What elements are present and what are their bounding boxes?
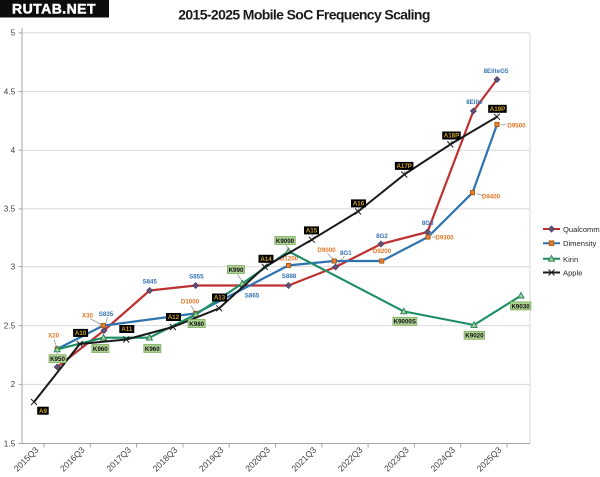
svg-text:S865: S865: [245, 293, 260, 300]
svg-text:RUTAB.NET: RUTAB.NET: [12, 1, 96, 17]
svg-text:4: 4: [11, 146, 16, 155]
svg-text:A17P: A17P: [396, 163, 411, 170]
svg-text:A10: A10: [75, 330, 87, 337]
svg-text:K950: K950: [50, 356, 65, 363]
svg-text:2015-2025 Mobile SoC Frequency: 2015-2025 Mobile SoC Frequency Scaling: [178, 6, 430, 22]
svg-text:X20: X20: [48, 332, 60, 339]
svg-text:A16: A16: [353, 201, 365, 208]
svg-text:D9200: D9200: [373, 248, 392, 255]
svg-text:D1200: D1200: [280, 255, 299, 262]
svg-text:A12: A12: [168, 314, 180, 321]
svg-text:8G3: 8G3: [422, 220, 434, 227]
svg-text:S888: S888: [282, 273, 297, 280]
svg-text:A11: A11: [121, 326, 133, 333]
svg-text:X30: X30: [82, 312, 94, 319]
svg-text:A18P: A18P: [444, 133, 459, 140]
svg-text:K990: K990: [229, 267, 244, 274]
svg-text:3: 3: [11, 262, 16, 271]
svg-text:4.5: 4.5: [4, 87, 16, 96]
svg-text:D1000: D1000: [181, 298, 200, 305]
svg-text:D9300: D9300: [435, 234, 454, 241]
svg-text:A9: A9: [39, 408, 47, 415]
svg-text:K960: K960: [145, 346, 160, 353]
svg-text:K9000: K9000: [276, 238, 295, 245]
svg-text:Dimensity: Dimensity: [563, 239, 597, 248]
svg-text:8G1: 8G1: [340, 250, 352, 257]
svg-text:K9000S: K9000S: [394, 319, 416, 326]
svg-text:S845: S845: [142, 278, 157, 285]
svg-text:K960: K960: [93, 346, 108, 353]
svg-text:D9500: D9500: [507, 122, 526, 129]
svg-text:1.5: 1.5: [4, 439, 16, 448]
svg-text:A15: A15: [306, 228, 318, 235]
svg-text:D9400: D9400: [482, 194, 501, 201]
svg-text:S835: S835: [99, 311, 114, 318]
svg-text:2.5: 2.5: [4, 321, 16, 330]
svg-text:K980: K980: [189, 321, 204, 328]
svg-text:Apple: Apple: [563, 269, 582, 278]
svg-text:5: 5: [11, 29, 16, 38]
svg-text:2: 2: [11, 380, 16, 389]
svg-text:Kirin: Kirin: [563, 255, 578, 264]
svg-text:K9020: K9020: [465, 333, 484, 340]
svg-text:8G2: 8G2: [376, 233, 388, 240]
svg-text:S855: S855: [189, 274, 204, 281]
svg-text:Qualcomm: Qualcomm: [563, 225, 600, 234]
svg-text:D9000: D9000: [317, 247, 336, 254]
svg-text:3.5: 3.5: [4, 205, 16, 214]
svg-text:8Elite: 8Elite: [466, 99, 483, 106]
svg-text:A13: A13: [214, 295, 226, 302]
svg-text:8EliteG5: 8EliteG5: [484, 68, 509, 75]
svg-text:A14: A14: [260, 256, 272, 263]
svg-text:K9030: K9030: [511, 303, 530, 310]
svg-text:A19P: A19P: [490, 106, 505, 113]
